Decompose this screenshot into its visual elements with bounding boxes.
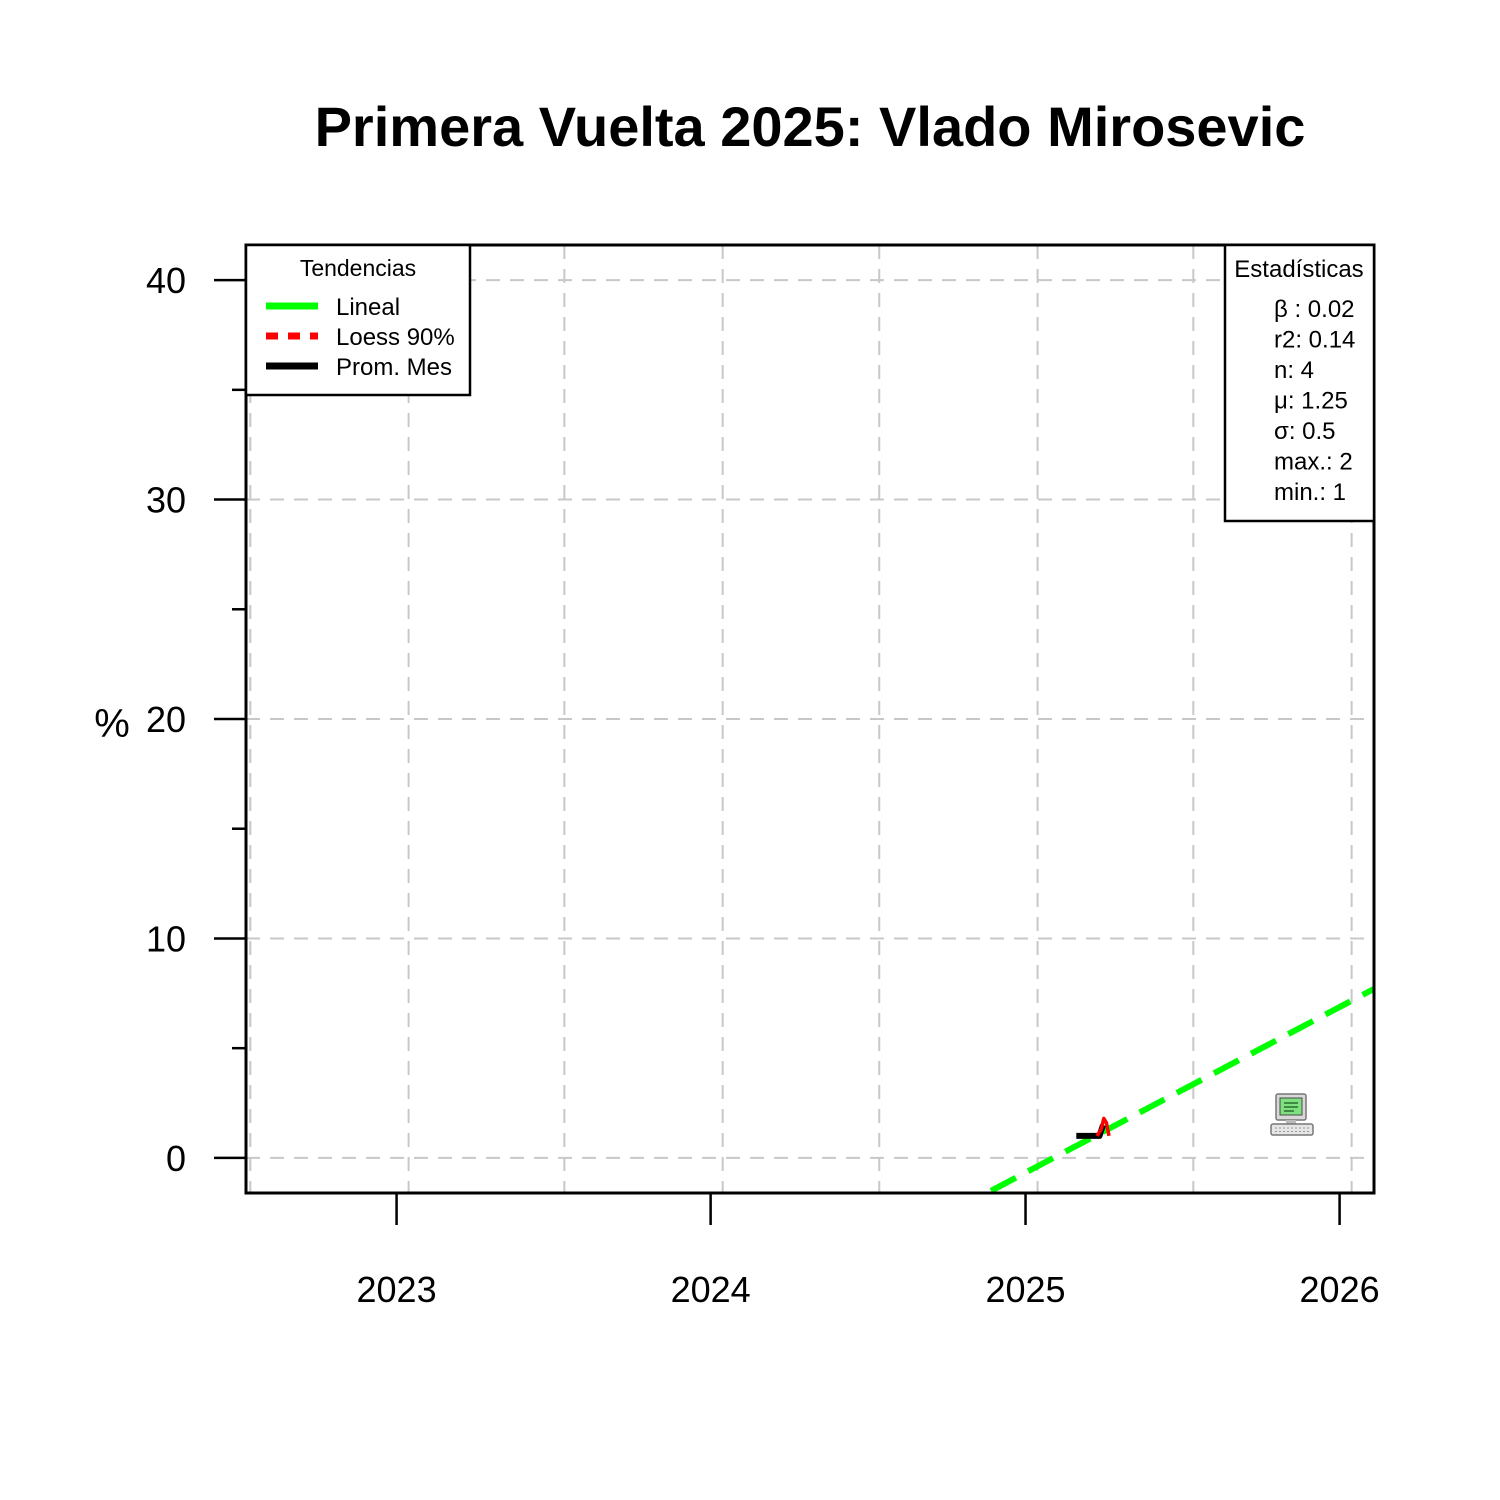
x-tick-label: 2025 [985,1269,1065,1310]
series-layer [989,986,1376,1194]
y-tick-label: 30 [146,480,186,521]
legend-title: Tendencias [300,255,416,281]
y-axis: 0 10 20 30 40 [146,260,246,1179]
stats-line: n: 4 [1274,357,1314,384]
stats-lines: β : 0.02 r2: 0.14 n: 4 μ: 1.25 σ: 0.5 max.: 2… [1274,296,1355,506]
y-axis-label: % [94,702,130,746]
x-tick-label: 2026 [1300,1269,1380,1310]
x-axis: 2023 2024 2025 2026 [357,1193,1380,1310]
legend-entry-lineal: Lineal [336,294,400,321]
stats-line: max.: 2 [1274,449,1353,476]
stats-frame [1223,243,1376,523]
y-tick-label: 0 [166,1138,186,1179]
y-tick-label: 10 [146,918,186,959]
series-lineal [989,986,1376,1194]
legend: Tendencias Lineal Loess 90% Prom. Mes [244,243,472,397]
stats-line: μ: 1.25 [1274,388,1348,415]
series-loess-90 [1095,1116,1111,1137]
stats-box: Estadísticas β : 0.02 r2: 0.14 n: 4 μ: 1.25… [1223,243,1376,523]
chart-title: Primera Vuelta 2025: Vlado Mirosevic [315,95,1306,158]
computer-icon [1270,1093,1314,1136]
stats-line: β : 0.02 [1274,296,1355,323]
stats-line: r2: 0.14 [1274,327,1355,354]
stats-line: min.: 1 [1274,479,1346,506]
y-tick-label: 20 [146,699,186,740]
legend-entry-loess: Loess 90% [336,324,455,351]
x-tick-label: 2024 [671,1269,751,1310]
stats-title: Estadísticas [1234,256,1363,283]
legend-entry-prom-mes: Prom. Mes [336,354,452,381]
y-tick-label: 40 [146,260,186,301]
stats-line: σ: 0.5 [1274,418,1336,445]
x-tick-label: 2023 [357,1269,437,1310]
legend-box [244,243,472,397]
